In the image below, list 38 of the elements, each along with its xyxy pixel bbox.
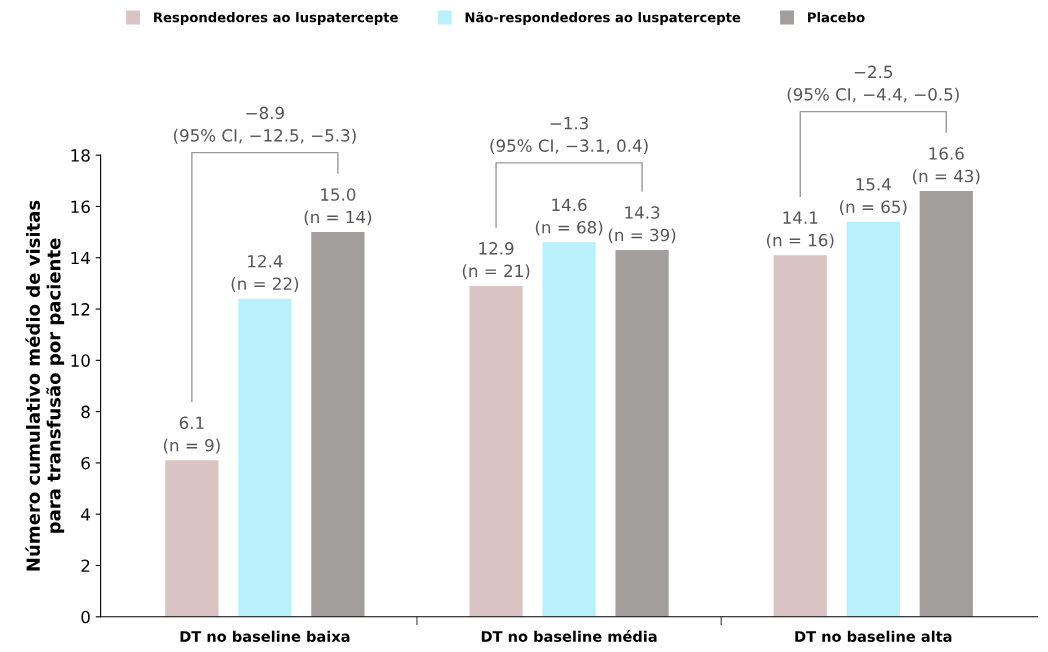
- bar: [469, 285, 523, 617]
- bar: [846, 221, 900, 617]
- x-tick-label: DT no baseline alta: [795, 630, 952, 642]
- bar: [311, 232, 365, 617]
- data-label: 12.4 (n = 22): [231, 254, 299, 292]
- y-tick-label: 12: [71, 303, 90, 316]
- bar: [615, 250, 669, 617]
- bar: [773, 255, 827, 617]
- text: −1.3 (95% CI, −3.1, 0.4): [490, 116, 648, 154]
- y-axis-title: Número cumulativo médio de visitas para transfusão por paciente: [25, 200, 65, 571]
- data-label: 12.9 (n = 21): [462, 242, 530, 280]
- bar: [542, 242, 596, 617]
- y-tick-label: 16: [71, 200, 90, 214]
- legend-label: Não-respondedores ao luspatercepte: [465, 11, 741, 25]
- data-label: 16.6 (n = 43): [913, 147, 980, 185]
- y-tick-label: 18: [71, 149, 90, 162]
- data-label: 15.4 (n = 65): [840, 178, 907, 216]
- bar: [238, 298, 292, 617]
- y-tick-label: 0: [81, 610, 90, 624]
- text: −2.5 (95% CI, −4.4, −0.5): [787, 65, 959, 103]
- data-label: 14.3 (n = 39): [608, 206, 676, 244]
- y-tick-label: 10: [71, 354, 90, 367]
- legend-label: Respondedores ao luspatercepte: [154, 12, 398, 25]
- x-tick-label: DT no baseline média: [481, 630, 657, 642]
- bar: [165, 460, 219, 617]
- data-label: 15.0 (n = 14): [304, 188, 372, 226]
- data-label: 14.1 (n = 16): [767, 211, 834, 249]
- text: −8.9 (95% CI, −12.5, −5.3): [173, 106, 356, 144]
- y-tick-label: 14: [71, 251, 90, 265]
- y-tick-label: 2: [81, 559, 90, 572]
- y-tick-label: 4: [81, 508, 90, 521]
- data-label: 14.6 (n = 68): [535, 198, 603, 236]
- data-label: 6.1 (n = 9): [163, 416, 220, 454]
- y-tick-label: 8: [81, 405, 90, 419]
- y-tick-label: 6: [81, 456, 90, 470]
- bar: [919, 191, 973, 617]
- legend-label: Placebo: [808, 12, 865, 23]
- x-tick-label: DT no baseline baixa: [180, 630, 350, 642]
